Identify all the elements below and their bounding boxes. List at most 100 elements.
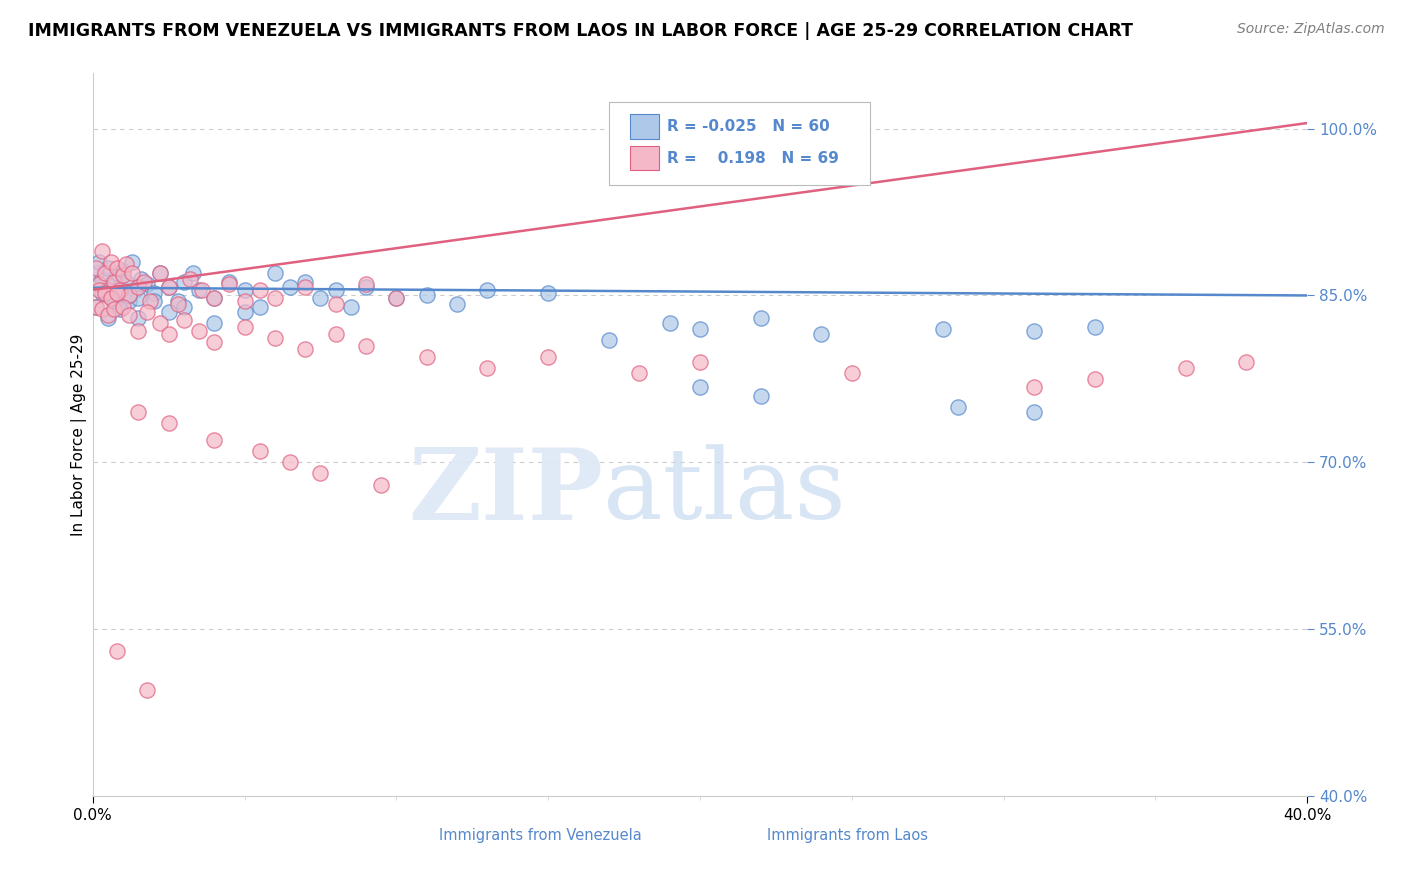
Point [139,293,162,308]
Point [477,360,499,375]
Point [112,300,135,314]
Point [97,260,120,275]
Point [136,305,159,319]
Point [689,355,711,369]
Point [598,333,620,347]
Point [749,310,772,325]
Point [537,350,560,364]
Point [103,288,125,302]
Point [416,288,439,302]
FancyBboxPatch shape [630,114,658,139]
Text: ZIP: ZIP [408,444,603,541]
Point [537,286,560,301]
Point [97,310,120,325]
Point [1084,372,1107,386]
Point [689,322,711,336]
Point [446,297,468,311]
Point [749,388,772,402]
Point [97,283,120,297]
Point [340,300,363,314]
Y-axis label: In Labor Force | Age 25-29: In Labor Force | Age 25-29 [72,334,87,536]
Point [90,301,112,316]
Point [127,310,149,325]
Point [100,255,122,269]
Point [477,283,499,297]
Point [233,305,256,319]
Point [94,266,117,280]
FancyBboxPatch shape [735,829,759,846]
Point [166,297,188,311]
Point [121,266,143,280]
Point [127,291,149,305]
Point [105,266,128,280]
Point [188,283,211,297]
Point [1022,379,1045,393]
FancyBboxPatch shape [609,102,870,185]
Point [87,283,110,297]
Point [118,288,141,302]
Point [181,266,204,280]
Point [105,260,128,275]
Point [131,272,153,286]
Point [325,283,347,297]
Point [264,291,287,305]
Point [385,291,408,305]
Point [84,260,107,275]
Point [658,316,681,330]
Point [278,455,301,469]
Point [127,405,149,419]
Point [202,335,225,350]
Point [218,275,240,289]
Point [946,400,969,414]
Point [249,444,271,458]
Point [810,327,832,342]
Point [173,300,195,314]
Point [157,417,180,431]
Point [157,279,180,293]
Point [294,279,316,293]
Point [309,291,332,305]
Point [1234,355,1257,369]
Point [354,277,377,292]
Point [354,338,377,352]
Point [149,316,172,330]
Point [416,350,439,364]
Point [115,257,138,271]
Text: Immigrants from Venezuela: Immigrants from Venezuela [439,829,641,843]
Point [354,279,377,293]
Point [108,283,131,297]
Point [1022,405,1045,419]
Point [127,279,149,293]
Point [105,286,128,301]
Point [233,293,256,308]
Point [249,300,271,314]
Point [136,277,159,292]
Point [689,379,711,393]
Point [94,283,117,297]
Point [188,324,211,338]
Point [233,319,256,334]
Point [134,275,156,289]
Point [90,286,112,301]
Point [100,291,122,305]
Point [325,297,347,311]
Text: atlas: atlas [603,444,845,541]
FancyBboxPatch shape [408,829,432,846]
Point [157,279,180,293]
Point [103,293,125,308]
Point [385,291,408,305]
Point [94,286,117,301]
Point [127,324,149,338]
Point [932,322,955,336]
Point [173,275,195,289]
Point [202,291,225,305]
Point [157,327,180,342]
Text: R =    0.198   N = 69: R = 0.198 N = 69 [668,151,839,166]
Point [84,300,107,314]
FancyBboxPatch shape [630,145,658,170]
Point [173,313,195,327]
Point [108,279,131,293]
Text: Immigrants from Laos: Immigrants from Laos [766,829,928,843]
Point [179,272,201,286]
Point [84,266,107,280]
